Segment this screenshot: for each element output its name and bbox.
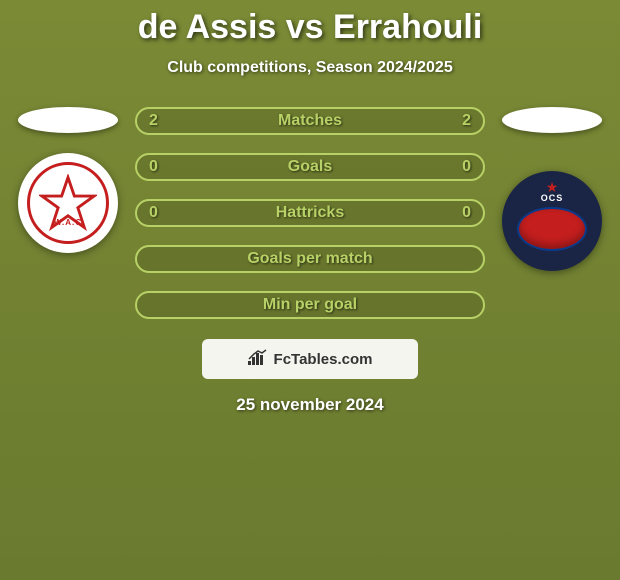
stat-row-hattricks: 0 Hattricks 0 [135,199,485,227]
club-badge-right: ★ OCS [502,171,602,271]
stat-goals-right: 0 [462,158,471,176]
stats-column: 2 Matches 2 0 Goals 0 0 Hattricks 0 Goal… [135,107,485,319]
club-badge-left-inner: W.A.C [27,162,109,244]
stat-goals-label: Goals [288,158,332,176]
date-line: 25 november 2024 [0,395,620,415]
stat-row-gpm: Goals per match [135,245,485,273]
footer-brand-badge: FcTables.com [202,339,418,379]
page-title: de Assis vs Errahouli [0,8,620,47]
club-badge-right-inner: ★ OCS [502,171,602,271]
stat-hattricks-left: 0 [149,204,158,222]
club-badge-left: W.A.C [18,153,118,253]
player-left-avatar [18,107,118,133]
player-left-column: W.A.C [13,107,123,253]
club-badge-left-label: W.A.C [54,218,82,227]
player-right-avatar [502,107,602,133]
stat-matches-label: Matches [278,112,342,130]
main-area: W.A.C 2 Matches 2 0 Goals 0 0 Hattricks … [0,107,620,319]
stat-gpm-label: Goals per match [247,250,372,268]
chart-icon [248,349,268,370]
club-badge-right-oval [517,207,587,251]
stat-goals-left: 0 [149,158,158,176]
footer-brand-text: FcTables.com [274,351,373,368]
infographic-container: de Assis vs Errahouli Club competitions,… [0,0,620,415]
stat-matches-left: 2 [149,112,158,130]
stat-hattricks-label: Hattricks [276,204,344,222]
player-right-column: ★ OCS [497,107,607,271]
stat-matches-right: 2 [462,112,471,130]
stat-row-goals: 0 Goals 0 [135,153,485,181]
stat-row-matches: 2 Matches 2 [135,107,485,135]
stat-hattricks-right: 0 [462,204,471,222]
club-badge-right-label: OCS [541,193,564,203]
stat-mpg-label: Min per goal [263,296,357,314]
stat-row-mpg: Min per goal [135,291,485,319]
subtitle: Club competitions, Season 2024/2025 [0,59,620,77]
